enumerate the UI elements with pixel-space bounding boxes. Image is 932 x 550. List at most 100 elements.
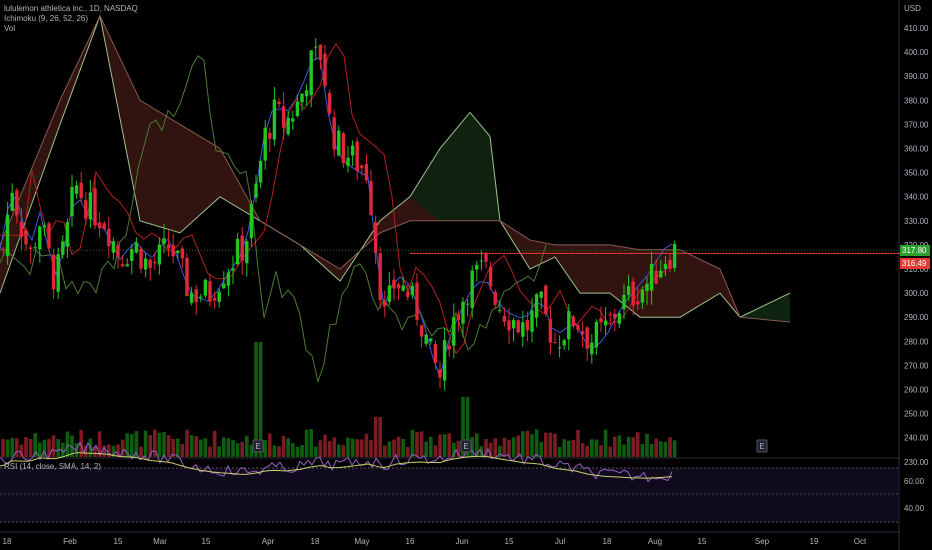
x-tick-label: 15 — [202, 537, 211, 546]
lagging-span — [0, 55, 547, 384]
candle-body — [15, 190, 19, 216]
candle-body — [516, 320, 520, 333]
candle-body — [74, 185, 79, 194]
volume-bar — [107, 444, 111, 457]
volume-bar — [406, 446, 410, 457]
candle-body — [387, 285, 392, 302]
volume-bar — [392, 439, 396, 457]
rsi-panel — [0, 441, 900, 523]
volume-bar — [410, 429, 415, 457]
volume-bar — [608, 446, 612, 457]
volume-bar — [502, 437, 507, 457]
volume-bar — [590, 439, 594, 457]
volume-bar — [465, 397, 470, 457]
candle-body — [608, 314, 612, 316]
candle-body — [194, 289, 198, 303]
candle-body — [189, 292, 194, 303]
candle-body — [245, 241, 249, 264]
volume-bar — [157, 432, 162, 457]
candle-body — [300, 93, 304, 103]
candle-body — [291, 118, 295, 122]
candle-body — [93, 188, 97, 226]
volume-bar — [488, 442, 493, 457]
chart-legend: lululemon athletica inc., 1D, NASDAQ Ich… — [4, 4, 138, 34]
volume-bar — [424, 441, 428, 457]
volume-bar — [93, 446, 97, 457]
candle-body — [157, 244, 162, 265]
volume-bar — [194, 436, 198, 457]
candle-body — [369, 181, 373, 215]
candle-body — [222, 283, 226, 289]
candle-body — [134, 242, 139, 253]
candle-body — [286, 117, 290, 135]
x-tick-label: Feb — [63, 537, 77, 546]
volume-bar — [332, 437, 336, 457]
candle-body — [254, 183, 258, 198]
candle-body — [438, 369, 442, 378]
candle-body — [323, 53, 327, 87]
volume-bar — [166, 435, 171, 457]
candle-body — [235, 238, 240, 265]
volume-bar — [438, 434, 442, 457]
kijun-line — [0, 42, 673, 355]
candlesticks — [1, 38, 677, 391]
cloud-bullish — [410, 112, 500, 221]
candle-body — [525, 319, 530, 331]
candle-body — [668, 259, 672, 269]
candle-body — [185, 257, 189, 296]
candle-body — [24, 230, 28, 245]
volume-bar — [249, 444, 254, 457]
volume-bar — [516, 435, 520, 457]
candle-body — [424, 334, 428, 344]
symbol-title[interactable]: lululemon athletica inc., 1D, NASDAQ — [4, 4, 138, 13]
candle-body — [419, 325, 424, 337]
volume-bar — [429, 436, 433, 457]
volume-bar — [10, 438, 14, 457]
candle-body — [148, 259, 152, 268]
volume-bar — [557, 446, 562, 457]
volume-bar — [470, 436, 474, 457]
rsi-ma-line — [0, 452, 673, 479]
candle-body — [511, 320, 516, 329]
volume-bar — [649, 443, 654, 457]
volume-bar — [484, 439, 488, 457]
candle-body — [130, 249, 134, 261]
candle-body — [88, 192, 93, 220]
rsi-legend[interactable]: RSI (14, close, SMA, 14, 2) — [4, 462, 101, 471]
candle-body — [203, 279, 208, 296]
volume-bar — [401, 438, 405, 457]
candle-body — [47, 223, 51, 249]
volume-bar — [594, 439, 599, 457]
volume-bar — [277, 446, 281, 457]
candle-body — [433, 343, 438, 363]
volume-bar — [548, 432, 553, 457]
volume-label[interactable]: Vol — [4, 24, 16, 33]
volume-bar — [525, 430, 530, 457]
candle-body — [410, 285, 415, 296]
candle-body — [364, 164, 369, 181]
candle-body — [116, 245, 120, 257]
candle-body — [231, 268, 235, 271]
x-tick-label: Mar — [153, 537, 167, 546]
candle-body — [111, 241, 116, 253]
volume-bar — [254, 342, 258, 457]
y-tick-label: 300.00 — [904, 289, 929, 298]
volume-bar — [24, 437, 28, 457]
candle-body — [84, 200, 88, 219]
candle-body — [281, 106, 286, 128]
x-tick-label: 18 — [603, 537, 612, 546]
candle-body — [258, 161, 263, 183]
cloud-bullish-future — [740, 293, 790, 323]
candle-body — [153, 261, 157, 264]
candle-body — [502, 315, 507, 322]
volume-bar — [580, 443, 585, 457]
candle-body — [268, 132, 272, 139]
volume-bar — [212, 430, 217, 457]
volume-bar — [456, 440, 461, 457]
volume-bar — [258, 342, 263, 457]
volume-bar — [337, 444, 341, 457]
candle-body — [649, 263, 654, 291]
volume-bar — [231, 440, 235, 457]
ichimoku-label[interactable]: Ichimoku (9, 26, 52, 26) — [4, 14, 89, 23]
